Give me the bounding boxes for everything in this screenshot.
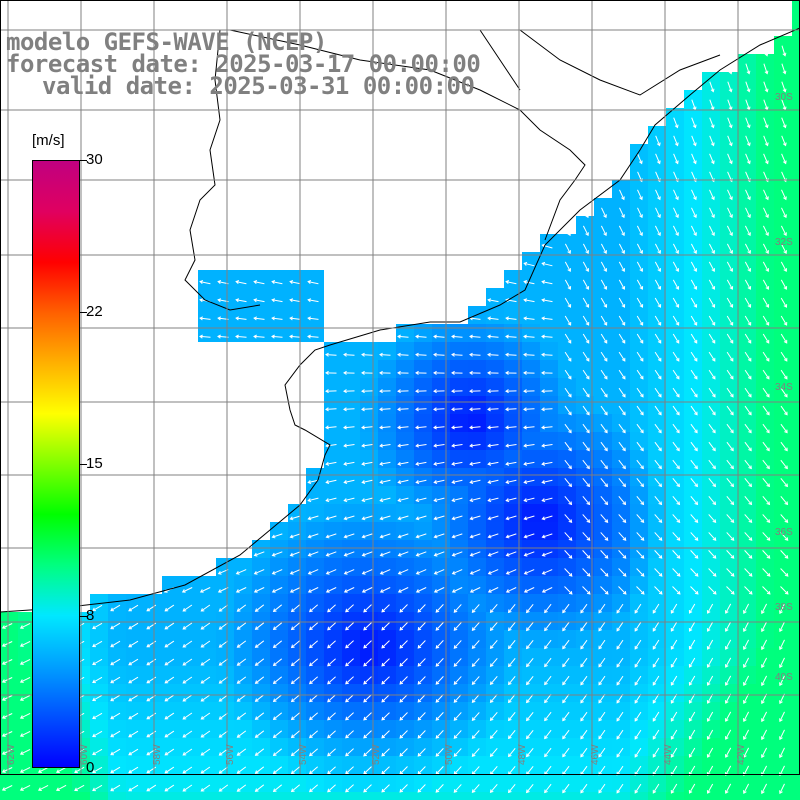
lat-label: 38S	[775, 602, 793, 613]
lon-label: 62W	[6, 744, 17, 765]
colorbar-tickmark	[80, 464, 87, 465]
colorbar-unit: [m/s]	[32, 132, 65, 149]
colorbar-tickmark	[80, 312, 87, 313]
coastline	[0, 27, 800, 613]
colorbar-tick-30: 30	[86, 151, 103, 168]
lon-label: 50W	[444, 744, 455, 765]
border-lines	[184, 29, 721, 311]
lon-label: 44W	[663, 744, 674, 765]
forecast-date: forecast date: 2025-03-17 00:00:00	[6, 50, 481, 78]
lat-label: 40S	[775, 672, 793, 683]
wind-vectors	[1, 45, 789, 795]
lon-label: 42W	[736, 744, 747, 765]
lat-label: 30S	[775, 92, 793, 103]
lon-label: 60W	[79, 744, 90, 765]
grid-labels: 30S 32S 34S 36S 38S 40S 62W 60W 58W 56W 54W 52W 50W 4…	[6, 92, 793, 765]
colorbar-tick-0: 0	[86, 759, 95, 776]
lat-label: 36S	[775, 527, 793, 538]
colorbar-tick-15: 15	[86, 455, 103, 472]
valid-date: valid date: 2025-03-31 00:00:00	[42, 72, 475, 100]
lon-label: 54W	[298, 744, 309, 765]
colorbar-fill	[33, 161, 79, 767]
graticule	[0, 0, 800, 775]
colorbar-tickmark	[80, 616, 87, 617]
lon-label: 56W	[225, 744, 236, 765]
lon-label: 58W	[152, 744, 163, 765]
colorbar-tick-8: 8	[86, 607, 95, 624]
lat-label: 34S	[775, 382, 793, 393]
colorbar-tickmark	[80, 160, 87, 161]
colorbar-tick-22: 22	[86, 303, 103, 320]
lat-label: 32S	[775, 237, 793, 248]
lon-label: 52W	[371, 744, 382, 765]
colorbar	[32, 160, 80, 768]
lon-label: 48W	[517, 744, 528, 765]
model-title: modelo GEFS-WAVE (NCEP)	[6, 28, 327, 56]
lon-label: 46W	[590, 744, 601, 765]
